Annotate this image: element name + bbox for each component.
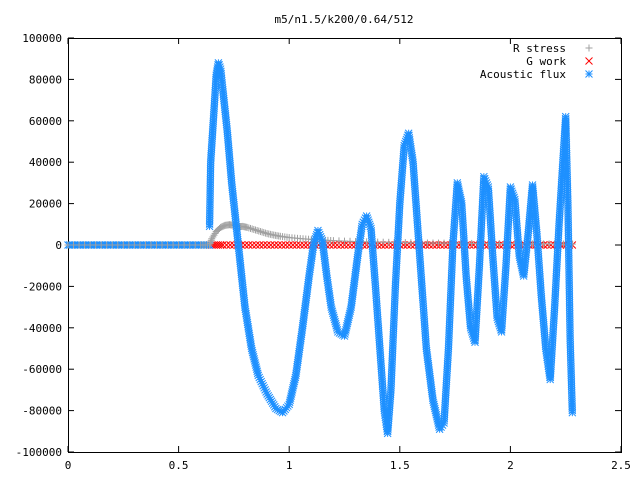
legend: R stress G work Acoustic flux <box>480 42 593 81</box>
g-work-point <box>222 241 231 249</box>
legend-marker-glyph <box>585 44 593 52</box>
g-work-point <box>348 241 356 249</box>
y-tick-label: 80000 <box>29 73 62 86</box>
g-work-point <box>340 241 349 249</box>
g-work-point <box>248 241 257 249</box>
r-stress-point <box>260 229 268 237</box>
g-work-point <box>281 241 290 249</box>
r-stress-point <box>258 228 266 236</box>
g-work-point <box>296 241 305 249</box>
x-tick-label: 1.5 <box>390 459 410 472</box>
legend-marker-g-work <box>585 57 593 65</box>
r-stress-point <box>245 224 253 232</box>
legend-marker-r-stress <box>585 44 593 52</box>
r-stress-point <box>206 239 214 247</box>
g-work-point <box>259 241 268 249</box>
r-stress-point <box>206 241 214 249</box>
g-work-point <box>547 241 555 249</box>
r-stress-point <box>261 229 269 237</box>
r-stress-point <box>253 227 261 235</box>
r-stress-point <box>207 236 215 244</box>
x-tick-label: 1 <box>286 459 293 472</box>
y-tick-label: 0 <box>55 239 62 252</box>
g-work-point <box>252 241 260 249</box>
g-work-point <box>436 241 445 249</box>
r-stress-point <box>208 235 216 243</box>
r-stress-point <box>209 233 217 241</box>
g-work-point <box>274 241 282 249</box>
x-tick-label: 2.5 <box>611 459 631 472</box>
g-work-point <box>263 241 271 249</box>
legend-label-r-stress: R stress <box>513 42 566 55</box>
g-work-point <box>336 241 345 249</box>
r-stress-point <box>246 224 254 232</box>
y-tick-label: 60000 <box>29 115 62 128</box>
r-stress-point <box>250 225 258 233</box>
r-stress-point <box>256 228 264 236</box>
r-stress-point <box>248 225 256 233</box>
g-work-point <box>289 241 297 249</box>
g-work-point <box>218 241 227 249</box>
r-stress-point <box>255 227 263 235</box>
r-stress-point <box>251 226 259 234</box>
g-work-point <box>266 241 275 249</box>
g-work-point <box>285 241 294 249</box>
legend-label-acoustic-flux: Acoustic flux <box>480 68 566 81</box>
g-work-point <box>255 241 264 249</box>
y-tick-label: 100000 <box>22 32 62 45</box>
x-tick-label: 2 <box>507 459 514 472</box>
y-tick-label: -20000 <box>22 280 62 293</box>
acoustic-flux-point <box>568 408 577 417</box>
chart-title: m5/n1.5/k200/0.64/512 <box>274 13 413 26</box>
g-work-point <box>333 241 341 249</box>
y-tick-label: -40000 <box>22 322 62 335</box>
g-work-point <box>270 241 279 249</box>
r-stress-point <box>207 238 215 246</box>
y-tick-label: -100000 <box>16 446 62 459</box>
g-work-point <box>216 241 225 249</box>
g-work-point <box>292 241 301 249</box>
g-work-point <box>543 241 552 249</box>
g-work-point <box>244 241 253 249</box>
y-tick-label: 40000 <box>29 156 62 169</box>
axes: 0 0.5 1 1.5 2 2.5 -100000 -80000 -60000 -40000 -20… <box>16 32 631 472</box>
legend-marker-acoustic-flux <box>585 70 593 78</box>
y-tick-label: 20000 <box>29 198 62 211</box>
g-work-point <box>300 241 308 249</box>
legend-marker-glyph <box>585 70 593 78</box>
g-work-point <box>277 241 286 249</box>
g-work-point <box>325 241 334 249</box>
x-tick-label: 0 <box>65 459 72 472</box>
y-tick-label: -80000 <box>22 405 62 418</box>
legend-label-g-work: G work <box>526 55 566 68</box>
legend-marker-glyph <box>585 57 593 65</box>
g-work-point <box>226 241 235 249</box>
r-stress-point <box>243 223 251 231</box>
y-tick-label: -60000 <box>22 363 62 376</box>
data-marks <box>64 58 577 438</box>
r-stress-point <box>210 231 218 239</box>
g-work-point <box>469 241 478 249</box>
g-work-point <box>344 241 353 249</box>
x-tick-label: 0.5 <box>169 459 189 472</box>
